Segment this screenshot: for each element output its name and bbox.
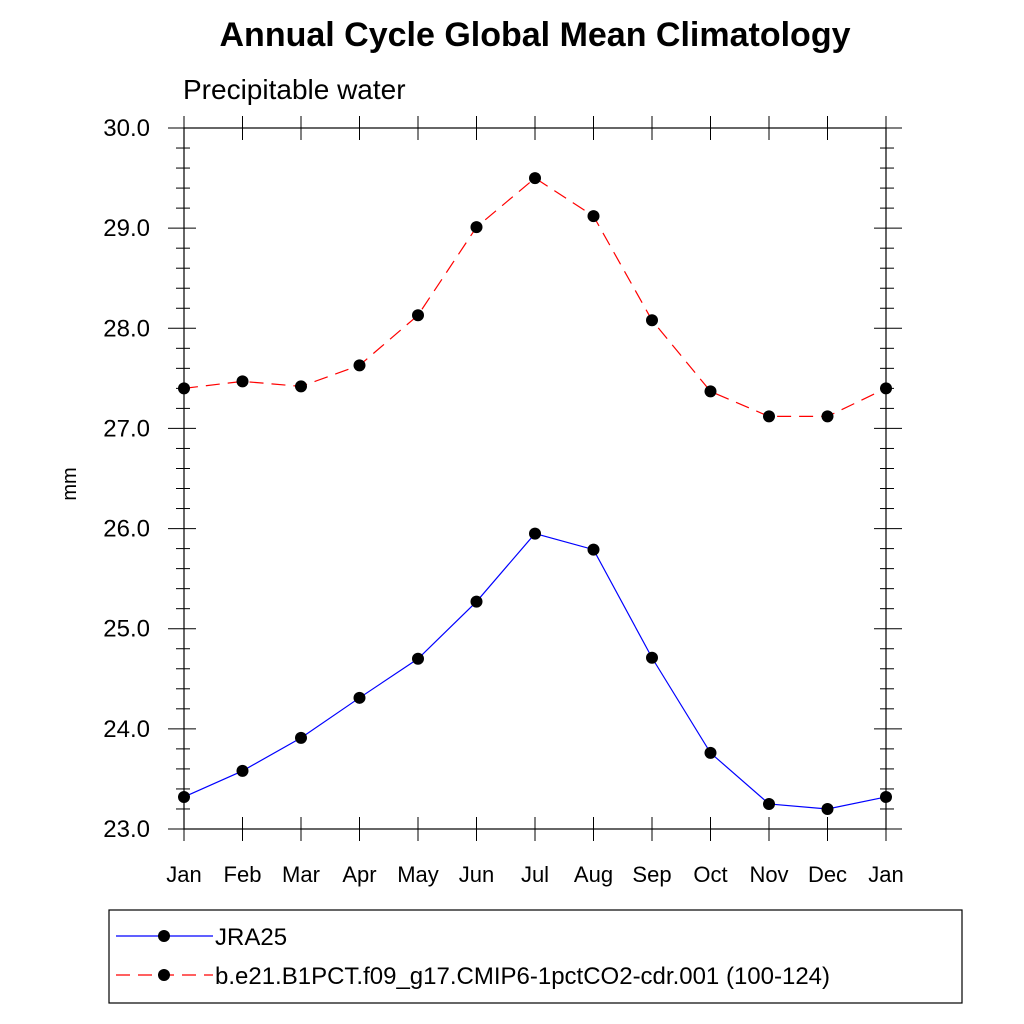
series-1-point (295, 731, 307, 744)
x-tick-label: Oct (693, 862, 727, 887)
legend-marker-2 (158, 969, 170, 981)
series-1-point (646, 651, 658, 664)
series-2-point (236, 375, 249, 388)
chart-title: Annual Cycle Global Mean Climatology (220, 16, 851, 54)
series-2-point (880, 382, 892, 395)
x-tick-label: Apr (342, 862, 376, 887)
x-tick-label: Feb (224, 862, 262, 887)
x-tick-label: Jul (521, 862, 549, 887)
series-2-point (763, 410, 775, 423)
x-tick-label: Mar (282, 862, 320, 887)
series-1-point (880, 790, 892, 803)
x-tick-labels: Jan Feb Mar Apr May Jun Jul Aug Sep Oct Nov Dec Jan (166, 862, 903, 887)
x-tick-label: May (397, 862, 439, 887)
series-1-point (529, 527, 541, 540)
series-2-point (178, 382, 190, 395)
x-tick-label: Aug (574, 862, 613, 887)
y-tick-label: 29.0 (103, 215, 150, 242)
x-tick-label: Dec (808, 862, 847, 887)
series-line-1 (183, 532, 887, 810)
legend-label-2: b.e21.B1PCT.f09_g17.CMIP6-1pctCO2-cdr.00… (215, 963, 830, 990)
series-2-point (353, 359, 366, 372)
y-tick-labels: 23.0 24.0 25.0 26.0 27.0 28.0 29.0 30.0 (103, 115, 150, 843)
y-tick-label: 28.0 (103, 315, 150, 342)
plot-frame (183, 127, 887, 830)
series-2-point (704, 385, 717, 398)
series-1-point (412, 652, 424, 665)
series-2-point (412, 309, 424, 322)
series-line-2 (183, 177, 887, 418)
chart-subtitle: Precipitable water (183, 74, 406, 105)
legend-box (108, 909, 963, 1004)
y-tick-label: 27.0 (103, 415, 150, 442)
legend: JRA25 b.e21.B1PCT.f09_g17.CMIP6-1pctCO2-c… (108, 909, 963, 1004)
y-tick-label: 30.0 (103, 115, 150, 142)
series-2-point (646, 314, 658, 327)
x-tick-label: Sep (632, 862, 671, 887)
series-1-point (470, 595, 483, 608)
series-2-point (587, 210, 600, 223)
series-1-point (821, 802, 834, 815)
series-1-point (178, 790, 190, 803)
series-2-point (821, 410, 834, 423)
y-tick-label: 23.0 (103, 816, 150, 843)
series-2-point (295, 380, 307, 393)
legend-marker-1 (158, 930, 170, 942)
series-1-point (353, 691, 366, 704)
x-tick-label: Jan (166, 862, 201, 887)
y-axis-label: mm (59, 467, 81, 500)
series-1-point (704, 746, 717, 759)
series-layer (178, 172, 892, 815)
series-2-point (529, 172, 541, 185)
y-tick-label: 24.0 (103, 716, 150, 743)
legend-label-1: JRA25 (215, 924, 287, 951)
y-tick-label: 25.0 (103, 616, 150, 643)
series-1-point (236, 764, 249, 777)
x-tick-label: Jun (459, 862, 494, 887)
y-tick-label: 26.0 (103, 516, 150, 543)
series-2-point (470, 221, 483, 234)
x-tick-label: Jan (868, 862, 903, 887)
series-1-point (587, 543, 600, 556)
axis-ticks (168, 116, 902, 841)
x-tick-label: Nov (749, 862, 788, 887)
series-1-point (763, 797, 775, 810)
